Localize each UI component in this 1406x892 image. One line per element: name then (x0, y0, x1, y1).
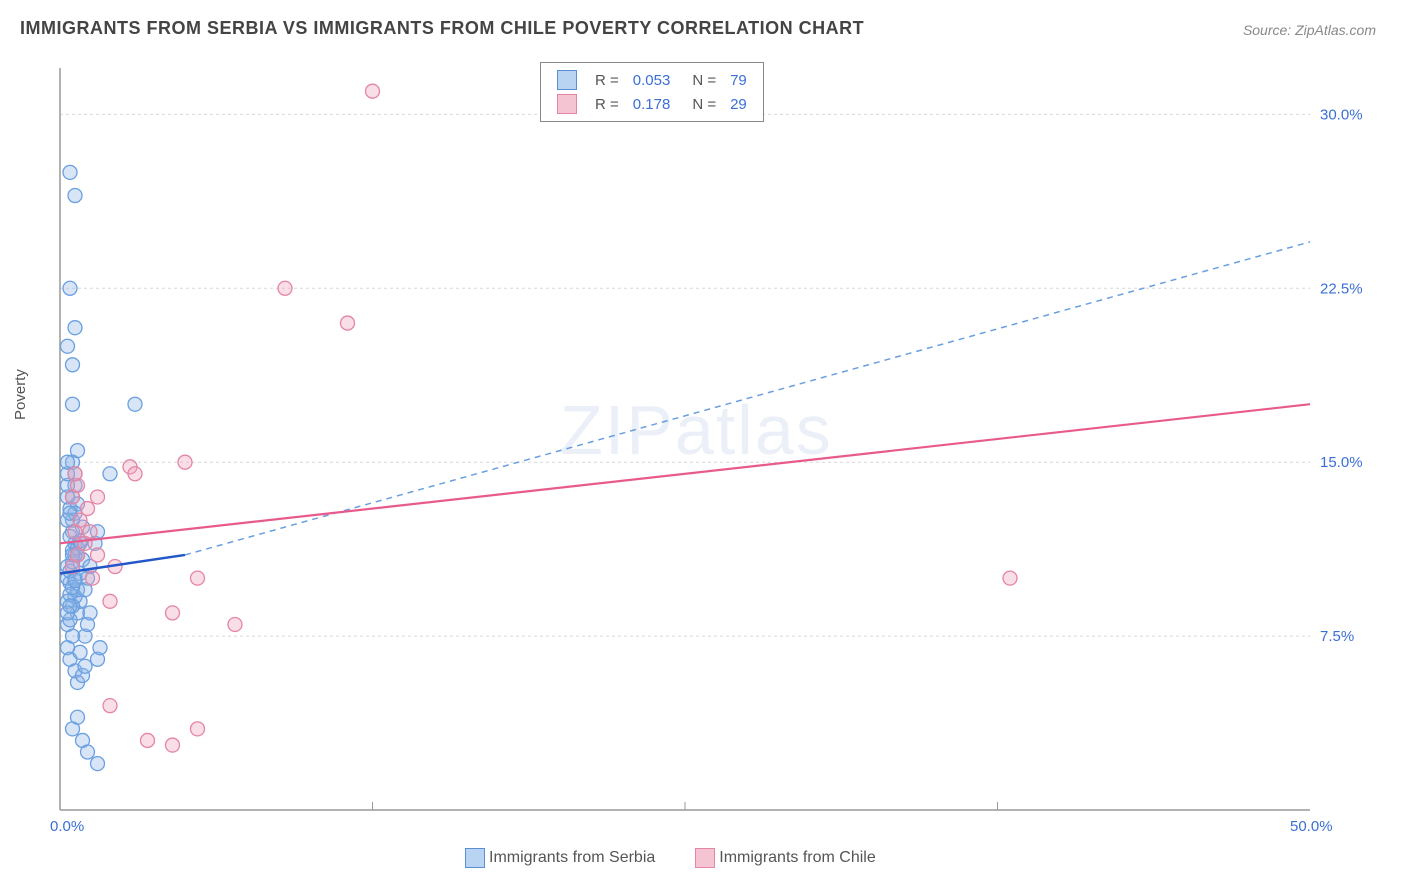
data-point (81, 745, 95, 759)
legend-swatch (557, 94, 577, 114)
data-point (63, 165, 77, 179)
y-axis-label: Poverty (12, 369, 29, 420)
correlation-legend: R =0.053N =79 R =0.178N =29 (540, 62, 764, 122)
data-point (103, 594, 117, 608)
data-point (66, 397, 80, 411)
legend-n-label: N = (678, 69, 722, 91)
data-point (166, 606, 180, 620)
y-tick-label: 7.5% (1320, 628, 1354, 645)
legend-series-name: Immigrants from Serbia (489, 849, 655, 866)
data-point (91, 548, 105, 562)
data-point (228, 618, 242, 632)
data-point (63, 281, 77, 295)
data-point (78, 659, 92, 673)
data-point (68, 189, 82, 203)
x-tick-label: 50.0% (1290, 818, 1333, 835)
legend-n-value: 79 (724, 69, 753, 91)
legend-n-label: N = (678, 93, 722, 115)
data-point (91, 490, 105, 504)
source-label: Source: ZipAtlas.com (1243, 22, 1376, 38)
data-point (61, 339, 75, 353)
data-point (191, 571, 205, 585)
y-tick-label: 30.0% (1320, 106, 1363, 123)
data-point (73, 645, 87, 659)
data-point (128, 397, 142, 411)
data-point (191, 722, 205, 736)
data-point (86, 571, 100, 585)
legend-swatch (557, 70, 577, 90)
legend-n-value: 29 (724, 93, 753, 115)
legend-r-label: R = (589, 69, 625, 91)
data-point (63, 599, 77, 613)
data-point (66, 358, 80, 372)
y-tick-label: 15.0% (1320, 454, 1363, 471)
data-point (71, 710, 85, 724)
trend-line (60, 404, 1310, 543)
legend-item: Immigrants from Chile (695, 849, 875, 866)
legend-swatch (465, 848, 485, 868)
data-point (141, 733, 155, 747)
data-point (341, 316, 355, 330)
legend-series-name: Immigrants from Chile (719, 849, 875, 866)
data-point (278, 281, 292, 295)
data-point (93, 641, 107, 655)
legend-r-label: R = (589, 93, 625, 115)
data-point (178, 455, 192, 469)
legend-r-value: 0.178 (627, 93, 677, 115)
data-point (68, 467, 82, 481)
data-point (83, 525, 97, 539)
data-point (103, 467, 117, 481)
data-point (103, 699, 117, 713)
legend-swatch (695, 848, 715, 868)
data-point (1003, 571, 1017, 585)
data-point (366, 84, 380, 98)
data-point (68, 321, 82, 335)
series-legend: Immigrants from Serbia Immigrants from Ch… (465, 848, 916, 868)
data-point (128, 467, 142, 481)
trend-line-ext (185, 242, 1310, 555)
legend-item: Immigrants from Serbia (465, 849, 655, 866)
y-tick-label: 22.5% (1320, 280, 1363, 297)
data-point (91, 757, 105, 771)
scatter-plot: 7.5% 15.0% 22.5% 30.0% (50, 60, 1370, 850)
data-point (68, 573, 82, 587)
data-point (81, 502, 95, 516)
data-point (71, 444, 85, 458)
data-point (166, 738, 180, 752)
data-point (83, 606, 97, 620)
chart-title: IMMIGRANTS FROM SERBIA VS IMMIGRANTS FRO… (20, 18, 864, 39)
legend-r-value: 0.053 (627, 69, 677, 91)
x-tick-label: 0.0% (50, 818, 84, 835)
chart-container: IMMIGRANTS FROM SERBIA VS IMMIGRANTS FRO… (0, 0, 1406, 892)
